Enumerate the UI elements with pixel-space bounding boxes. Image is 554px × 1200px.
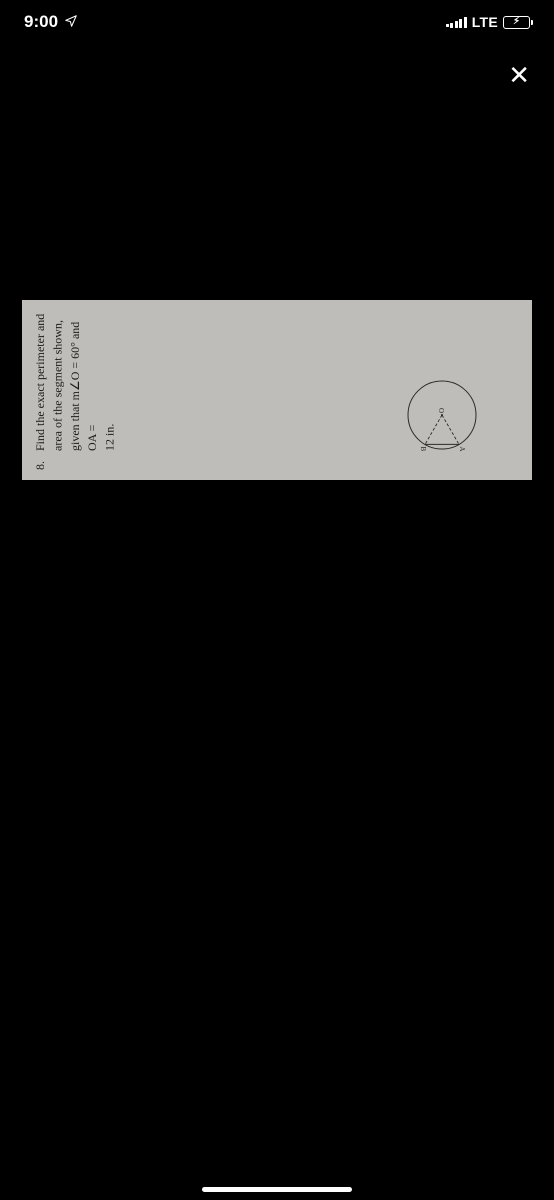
network-label: LTE	[472, 14, 498, 30]
signal-icon	[446, 17, 467, 28]
status-bar: 9:00 LTE ⚡︎	[0, 0, 554, 44]
status-time: 9:00	[24, 12, 58, 32]
problem-line1: Find the exact perimeter and area of the…	[33, 314, 99, 451]
label-o: O	[437, 408, 445, 413]
problem-line2: 12 in.	[103, 424, 117, 451]
problem-number: 8.	[32, 461, 49, 470]
location-icon	[64, 14, 78, 31]
home-indicator[interactable]	[202, 1187, 352, 1192]
status-left: 9:00	[24, 12, 78, 32]
document-page: 8. Find the exact perimeter and area of …	[22, 300, 532, 480]
segment-diagram: O A B	[402, 375, 482, 455]
problem-text: Find the exact perimeter and area of the…	[32, 310, 119, 451]
close-icon[interactable]: ✕	[508, 60, 530, 90]
label-a: A	[458, 447, 466, 452]
battery-icon: ⚡︎	[503, 16, 530, 29]
label-b: B	[419, 447, 427, 452]
charging-icon: ⚡︎	[513, 17, 520, 27]
status-right: LTE ⚡︎	[446, 14, 530, 30]
viewer-toolbar: ✕	[508, 60, 530, 91]
document-viewport[interactable]: 8. Find the exact perimeter and area of …	[22, 300, 532, 480]
